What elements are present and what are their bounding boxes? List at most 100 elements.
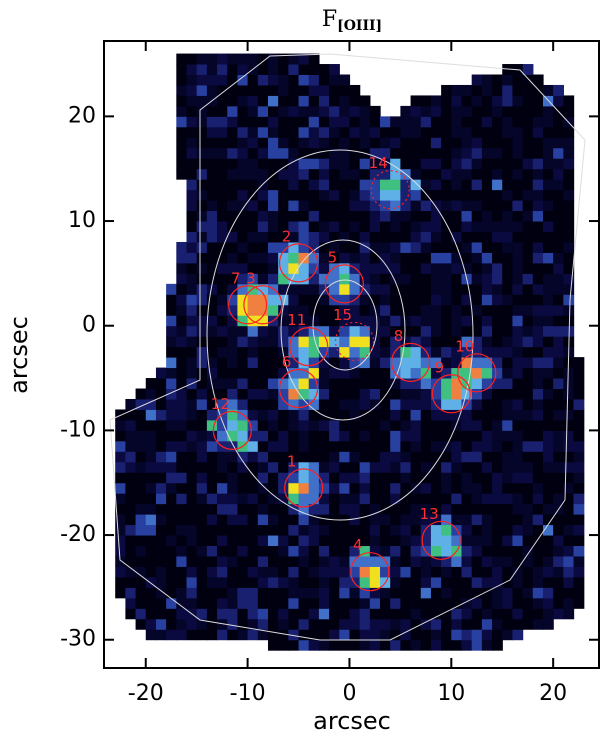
pixel (298, 336, 310, 348)
pixel (278, 566, 289, 578)
pixel (542, 535, 554, 547)
pixel (542, 472, 554, 484)
pixel (553, 200, 564, 212)
pixel (206, 325, 218, 337)
pixel (512, 514, 524, 526)
pixel (257, 137, 269, 149)
pixel (267, 231, 279, 243)
pixel (420, 189, 432, 201)
pixel (380, 493, 391, 505)
pixel (278, 95, 289, 107)
pixel (196, 367, 208, 379)
pixel (390, 210, 402, 222)
pixel (278, 105, 289, 117)
pixel (176, 346, 188, 358)
pixel (298, 179, 310, 191)
pixel (471, 618, 483, 630)
pixel (400, 210, 412, 222)
pixel (196, 451, 208, 463)
pixel (267, 105, 279, 117)
pixel (471, 189, 483, 201)
pixel (471, 158, 483, 170)
pixel (451, 158, 463, 170)
pixel (125, 566, 137, 578)
pixel (471, 419, 483, 431)
pixel (206, 555, 218, 567)
pixel (430, 503, 442, 515)
pixel (512, 482, 524, 494)
pixel (481, 200, 493, 212)
pixel (288, 514, 300, 526)
pixel (400, 388, 412, 400)
pixel (461, 629, 473, 641)
pixel (308, 378, 320, 390)
pixel (441, 388, 452, 400)
pixel (410, 472, 422, 484)
pixel (237, 535, 249, 547)
pixel (288, 273, 300, 285)
pixel (512, 262, 524, 274)
pixel (369, 587, 381, 599)
pixel (155, 451, 167, 463)
pixel (380, 440, 391, 452)
pixel (380, 587, 391, 599)
pixel (441, 545, 452, 557)
pixel (237, 576, 249, 588)
pixel (186, 231, 198, 243)
pixel (380, 514, 391, 526)
pixel (430, 566, 442, 578)
pixel (542, 84, 554, 96)
pixel (166, 357, 177, 369)
image (115, 53, 585, 651)
pixel (278, 221, 289, 232)
pixel (135, 482, 147, 494)
pixel (329, 74, 340, 86)
pixel (451, 95, 463, 107)
pixel (563, 378, 575, 390)
pixel (380, 189, 391, 201)
pixel (441, 535, 452, 547)
pixel (339, 325, 351, 337)
pixel (145, 535, 157, 547)
pixel (481, 210, 493, 222)
pixel (563, 472, 575, 484)
pixel (481, 126, 493, 138)
pixel (359, 618, 371, 630)
pixel (400, 200, 412, 212)
pixel (206, 398, 218, 410)
pixel (115, 440, 127, 452)
pixel (441, 179, 452, 191)
pixel (563, 126, 575, 138)
region-label: 2 (282, 227, 292, 245)
pixel (339, 294, 351, 306)
pixel (542, 283, 554, 295)
pixel (329, 147, 340, 159)
pixel (400, 105, 412, 117)
pixel (318, 524, 330, 536)
pixel (247, 524, 259, 536)
pixel (390, 283, 402, 295)
pixel (288, 64, 300, 75)
pixel (532, 74, 544, 86)
pixel (247, 273, 259, 285)
pixel (553, 126, 564, 138)
pixel (461, 367, 473, 379)
pixel (267, 64, 279, 75)
pixel (563, 283, 575, 295)
pixel (257, 147, 269, 159)
pixel (318, 200, 330, 212)
pixel (522, 493, 534, 505)
pixel (339, 74, 351, 86)
pixel (288, 294, 300, 306)
pixel (553, 430, 564, 442)
pixel (359, 430, 371, 442)
pixel (522, 388, 534, 400)
pixel (492, 535, 503, 547)
pixel (145, 419, 157, 431)
pixel (227, 388, 239, 400)
pixel (227, 514, 239, 526)
pixel (339, 608, 351, 620)
pixel (451, 105, 463, 117)
pixel (451, 639, 463, 651)
pixel (430, 189, 442, 201)
